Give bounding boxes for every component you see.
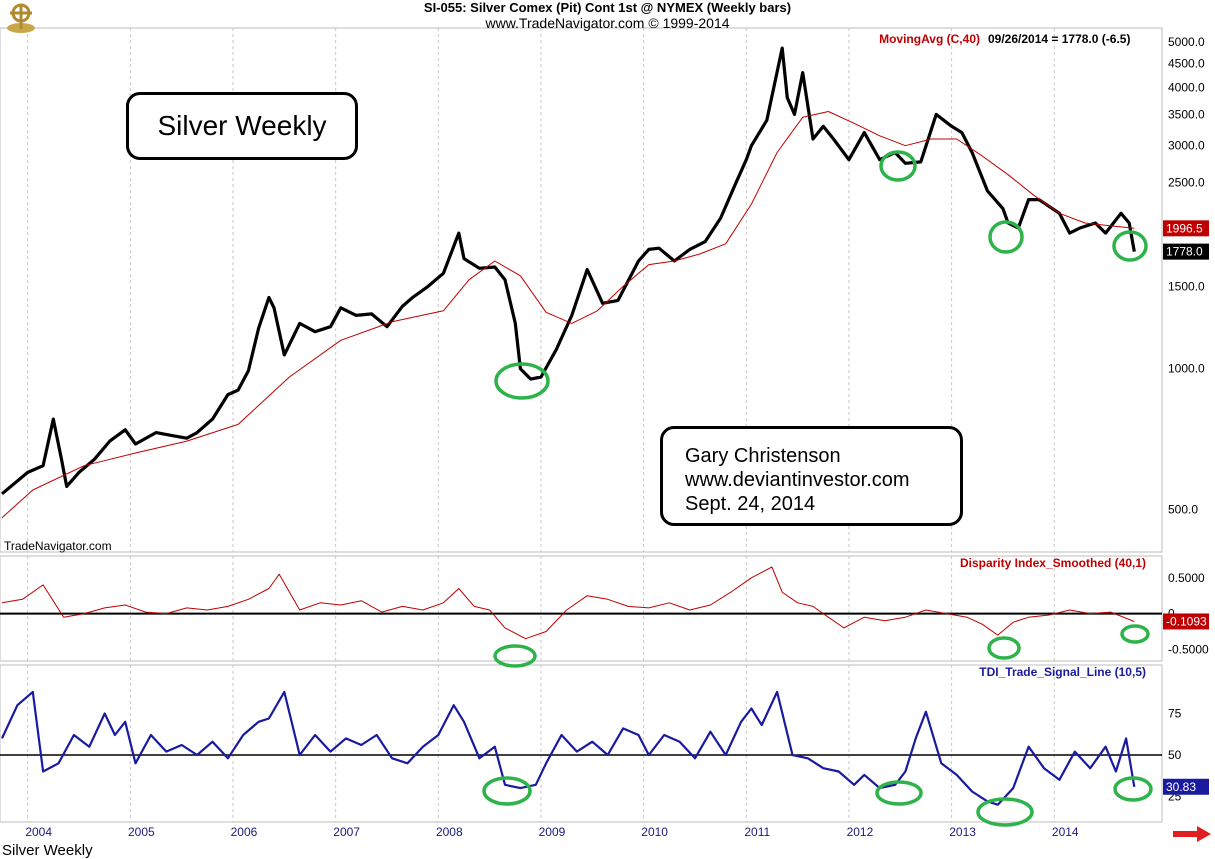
highlight-circle [987, 636, 1021, 660]
moving-avg-title: MovingAvg (C,40) [879, 32, 980, 46]
tdi-line [1, 690, 1136, 806]
disparity-last-label: -0.1093 [1166, 614, 1207, 628]
highlight-circle [976, 797, 1034, 827]
highlight-circles [482, 150, 1153, 827]
chart-header-line2: www.TradeNavigator.com © 1999-2014 [485, 15, 730, 31]
x-tick-label-2011: 2011 [744, 825, 770, 839]
chart-header-line1: SI-055: Silver Comex (Pit) Cont 1st @ NY… [423, 0, 792, 15]
y-tick-label: 500.0 [1168, 502, 1198, 516]
footer-label: Silver Weekly [2, 842, 93, 859]
y-tick-label: -0.5000 [1168, 642, 1209, 656]
silver-weekly-label-box: Silver Weekly [126, 92, 358, 160]
highlight-circle [1112, 230, 1148, 262]
y-tick-label: 3500.0 [1168, 107, 1205, 121]
y-tick-label: 75 [1168, 706, 1182, 720]
y-tick-label: 2500.0 [1168, 176, 1205, 190]
x-tick-label-2007: 2007 [333, 825, 360, 839]
author-name: Gary Christenson [685, 445, 841, 467]
trade-navigator-logo-icon [7, 3, 35, 33]
highlight-circle [1113, 776, 1153, 802]
x-tick-label-2013: 2013 [949, 825, 976, 839]
axis-ticks: 2004 2005 2006 2007 2008 2009 2010 2011 2012 2013… [25, 35, 1209, 839]
scroll-right-arrow-icon[interactable] [1173, 826, 1211, 842]
series-layer [0, 46, 1162, 806]
highlight-circle [875, 780, 923, 806]
y-tick-label: 1500.0 [1168, 279, 1205, 293]
x-tick-label-2014: 2014 [1052, 825, 1079, 839]
x-tick-label-2010: 2010 [641, 825, 668, 839]
highlight-circle [1120, 624, 1150, 644]
price-last-label-bg [1163, 243, 1209, 260]
y-tick-label: 0.5000 [1168, 571, 1205, 585]
disparity-line [1, 566, 1135, 640]
highlight-circle [493, 644, 537, 668]
x-tick-label-2006: 2006 [231, 825, 258, 839]
price-last-label: 1778.0 [1166, 245, 1203, 259]
moving-avg-last-label-bg [1163, 220, 1209, 237]
highlight-circle [988, 220, 1024, 254]
y-tick-label: 4000.0 [1168, 80, 1205, 94]
author-box: Gary Christenson www.deviantinvestor.com… [660, 426, 963, 526]
moving-avg-last-label: 1996.5 [1166, 221, 1203, 235]
author-date: Sept. 24, 2014 [685, 493, 816, 515]
tdi-panel-frame [0, 664, 1163, 823]
y-tick-label: 4500.0 [1168, 56, 1205, 70]
y-tick-label: 1000.0 [1168, 362, 1205, 376]
tdi-last-label: 30.83 [1166, 780, 1196, 794]
x-tick-label-2012: 2012 [847, 825, 874, 839]
highlight-circle [879, 150, 917, 182]
x-tick-label-2008: 2008 [436, 825, 463, 839]
watermark: TradeNavigator.com [4, 539, 112, 553]
disparity-last-label-bg [1163, 613, 1209, 630]
y-tick-label: 5000.0 [1168, 35, 1205, 49]
author-website: www.deviantinvestor.com [685, 469, 910, 491]
tdi-title: TDI_Trade_Signal_Line (10,5) [979, 665, 1146, 679]
price-line [0, 46, 1136, 496]
disparity-title: Disparity Index_Smoothed (40,1) [959, 556, 1146, 570]
price-readout: 09/26/2014 = 1778.0 (-6.5) [988, 32, 1131, 46]
x-tick-label-2009: 2009 [539, 825, 566, 839]
x-tick-label-2005: 2005 [128, 825, 155, 839]
highlight-circle [482, 776, 532, 806]
y-tick-label: 3000.0 [1168, 139, 1205, 153]
moving_avg-line [1, 111, 1135, 519]
x-tick-label-2004: 2004 [25, 825, 52, 839]
highlight-circle [494, 362, 550, 400]
silver-weekly-label: Silver Weekly [157, 110, 327, 141]
tdi-last-label-bg [1163, 778, 1209, 795]
y-tick-label: 50 [1168, 748, 1182, 762]
